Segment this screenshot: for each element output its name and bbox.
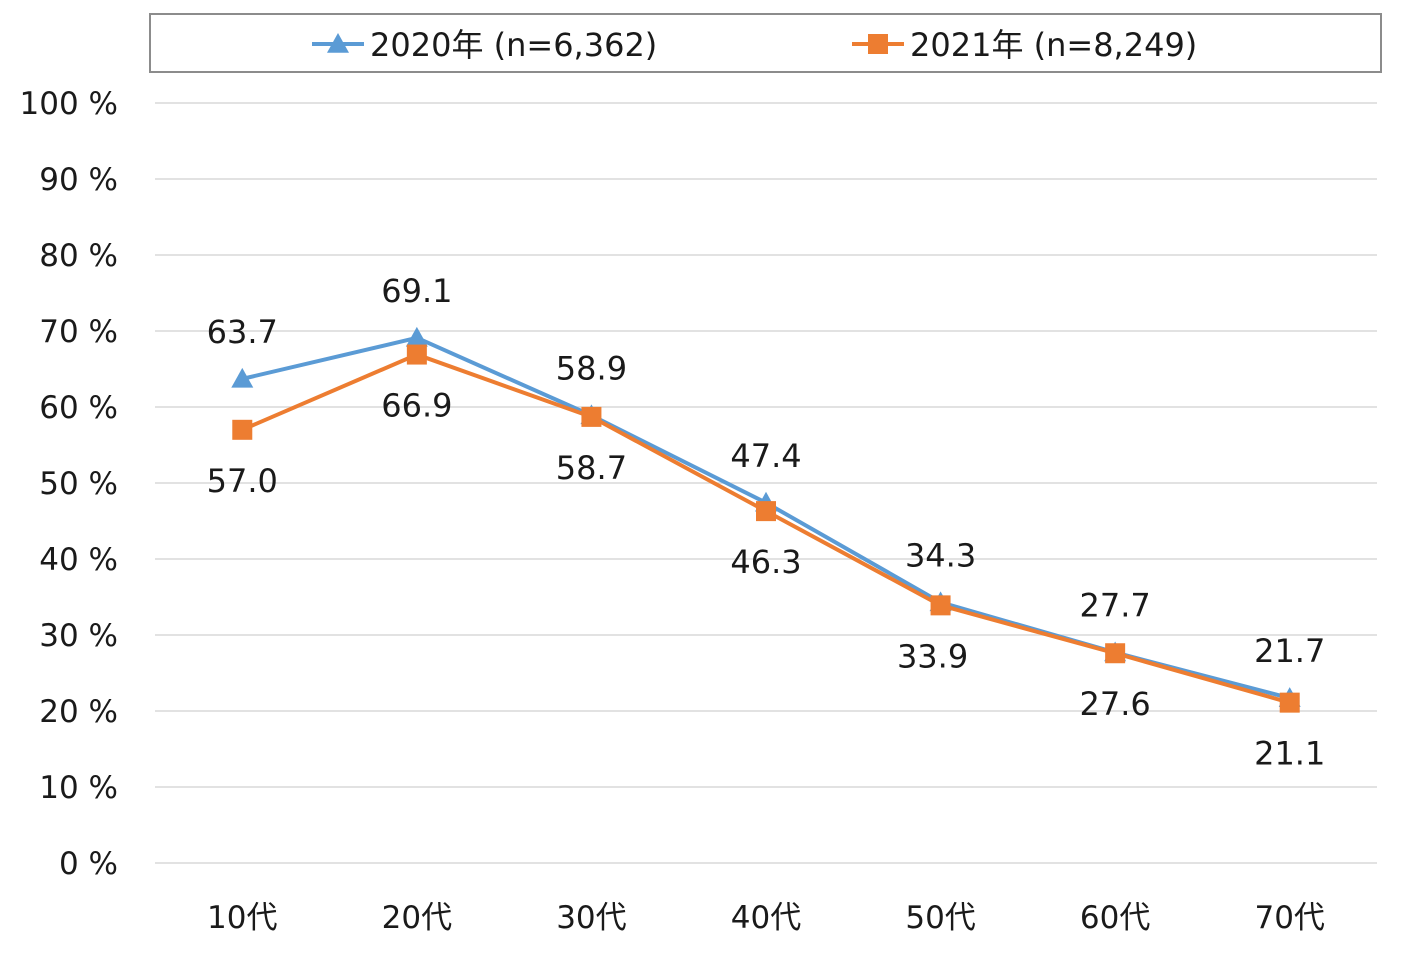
y-tick-label: 60 %: [39, 390, 118, 426]
data-label-2021: 58.7: [556, 449, 627, 487]
legend-item-2: 2021年 (n=8,249): [852, 26, 1197, 64]
data-label-2020: 47.4: [730, 437, 801, 475]
x-axis: 10代 20代 30代 40代 50代 60代 70代: [207, 900, 1325, 936]
y-tick-label: 0 %: [59, 846, 118, 882]
data-point-triangle: [405, 326, 428, 347]
y-tick-label: 70 %: [39, 314, 118, 350]
data-point-square: [581, 406, 602, 427]
data-label-2020: 69.1: [381, 272, 452, 310]
data-point-square: [1105, 643, 1126, 664]
y-tick-label: 30 %: [39, 618, 118, 654]
data-label-2021: 21.1: [1254, 735, 1325, 773]
y-tick-label: 100 %: [20, 86, 118, 122]
y-tick-label: 10 %: [39, 770, 118, 806]
series-2: [232, 344, 1300, 713]
x-tick-label: 20代: [382, 900, 452, 936]
data-label-2021: 33.9: [897, 637, 968, 675]
x-tick-label: 70代: [1254, 900, 1324, 936]
y-tick-label: 20 %: [39, 694, 118, 730]
y-axis: 0 % 10 % 20 % 30 % 40 % 50 % 60 % 70 % 80 % 90 % 1…: [20, 86, 118, 882]
data-point-square: [868, 34, 888, 54]
data-label-2021: 27.6: [1080, 685, 1151, 723]
data-label-2020: 58.9: [556, 349, 627, 387]
y-tick-label: 80 %: [39, 238, 118, 274]
x-tick-label: 60代: [1080, 900, 1150, 936]
data-label-2020: 27.7: [1080, 586, 1151, 624]
data-point-square: [406, 344, 427, 365]
y-tick-label: 50 %: [39, 466, 118, 502]
data-point-square: [232, 419, 253, 440]
data-label-2020: 21.7: [1254, 632, 1325, 670]
x-tick-label: 40代: [731, 900, 801, 936]
x-tick-label: 50代: [905, 900, 975, 936]
data-label-2020: 63.7: [207, 313, 278, 351]
gridlines: [155, 102, 1377, 864]
data-labels: 63.7 69.1 58.9 47.4 34.3 27.7 21.7 57.0 66.9 58.7…: [207, 272, 1326, 773]
data-point-square: [1279, 692, 1300, 713]
data-label-2021: 66.9: [381, 387, 452, 425]
y-tick-label: 90 %: [39, 162, 118, 198]
data-point-square: [930, 595, 951, 616]
data-label-2021: 46.3: [730, 543, 801, 581]
legend-label: 2020年 (n=6,362): [370, 26, 657, 64]
series-group: [231, 326, 1301, 713]
data-label-2020: 34.3: [905, 536, 976, 574]
data-label-2021: 57.0: [207, 462, 278, 500]
data-point-square: [756, 501, 776, 522]
x-tick-label: 10代: [207, 900, 277, 936]
y-tick-label: 40 %: [39, 542, 118, 578]
legend-item-1: 2020年 (n=6,362): [312, 26, 657, 64]
data-point-triangle: [231, 367, 254, 388]
x-tick-label: 30代: [556, 900, 626, 936]
data-point-triangle: [327, 33, 349, 53]
legend: 2020年 (n=6,362) 2021年 (n=8,249): [149, 13, 1382, 73]
legend-label: 2021年 (n=8,249): [910, 26, 1197, 64]
